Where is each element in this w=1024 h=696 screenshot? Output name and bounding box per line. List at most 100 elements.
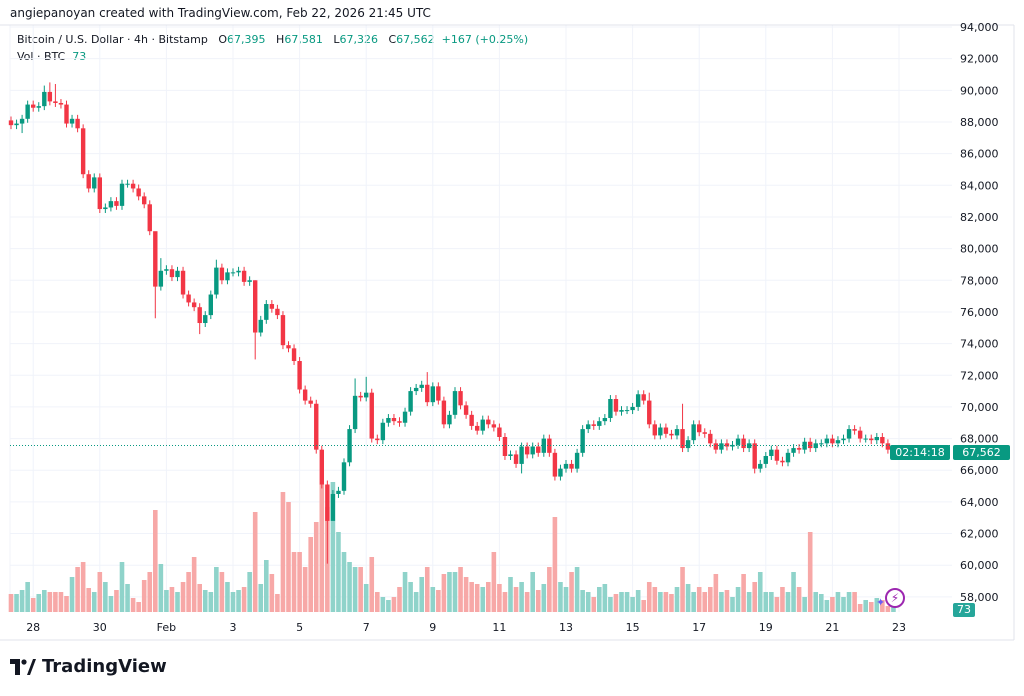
grid-lines — [9, 25, 952, 612]
last-volume-tag: 73 — [953, 603, 975, 617]
volume-bar — [757, 572, 763, 612]
volume-bar — [841, 597, 846, 612]
candle-body — [31, 104, 36, 108]
candle-body — [236, 270, 241, 273]
volume-bar — [347, 562, 352, 612]
candle-body — [591, 424, 596, 426]
candle-body — [669, 433, 674, 436]
volume-bar — [42, 590, 47, 612]
candle-body — [613, 399, 619, 412]
volume-bar — [424, 567, 430, 612]
volume-bar — [191, 557, 197, 612]
candle-body — [713, 443, 719, 450]
candle-body — [608, 399, 613, 419]
candle-body — [580, 429, 585, 453]
close-value: 67,562 — [396, 33, 435, 46]
volume-bar — [297, 552, 302, 612]
candle-body — [308, 400, 313, 404]
volume-bars — [8, 482, 896, 612]
candle-body — [219, 267, 225, 281]
candle-body — [574, 452, 580, 469]
high-label: H — [276, 33, 285, 46]
candle-body — [302, 389, 308, 401]
volume-bar — [75, 567, 80, 612]
axes: 94,000 92,000 90,000 88,000 86,000 84,000 82,0… — [0, 21, 1015, 641]
volume-label[interactable]: Vol · BTC — [17, 50, 66, 63]
candle-body — [808, 441, 813, 449]
volume-bar — [275, 594, 280, 612]
candle-body — [685, 440, 691, 449]
volume-bar — [519, 582, 524, 612]
attribution-text: angiepanoyan created with TradingView.co… — [10, 6, 431, 20]
candle-body — [125, 183, 130, 185]
y-tick-label: 74,000 — [960, 338, 999, 351]
volume-bar — [580, 590, 585, 612]
lightning-icon[interactable]: ⚡ — [885, 588, 905, 608]
volume-bar — [713, 574, 719, 612]
candle-body — [813, 443, 818, 449]
candle-body — [408, 391, 413, 412]
x-tick-label: 11 — [492, 621, 506, 634]
volume-bar — [30, 598, 36, 612]
volume-bar — [114, 590, 119, 612]
volume-bar — [197, 584, 202, 612]
candle-body — [25, 104, 30, 119]
volume-bar — [774, 597, 780, 612]
y-tick-label: 78,000 — [960, 274, 999, 287]
volume-bar — [474, 584, 480, 612]
volume-bar — [180, 582, 186, 612]
volume-bar — [752, 582, 757, 612]
volume-bar — [363, 584, 369, 612]
volume-bar — [635, 590, 641, 612]
volume-bar — [386, 600, 391, 612]
candle-body — [774, 449, 780, 461]
candle-body — [47, 91, 53, 102]
candle-body — [203, 315, 208, 324]
candle-body — [547, 438, 552, 453]
candle-body — [746, 443, 752, 449]
candle-body — [114, 201, 119, 206]
candle-body — [358, 395, 363, 398]
volume-bar — [552, 517, 558, 612]
volume-bar — [153, 510, 158, 612]
candle-body — [502, 436, 508, 456]
y-tick-label: 66,000 — [960, 464, 999, 477]
candle-body — [708, 433, 713, 444]
logo-text: TradingView — [42, 656, 167, 677]
volume-bar — [863, 600, 868, 612]
candle-body — [452, 391, 458, 415]
symbol-title[interactable]: Bitcoin / U.S. Dollar · 4h · Bitstamp — [17, 33, 208, 46]
x-tick-label: Feb — [157, 621, 176, 634]
tradingview-logo[interactable]: TradingView — [10, 656, 167, 677]
candle-body — [486, 419, 491, 425]
volume-bar — [186, 572, 191, 612]
volume-bar — [286, 502, 291, 612]
volume-bar — [463, 577, 469, 612]
volume-bar — [874, 598, 880, 612]
y-tick-label: 70,000 — [960, 401, 999, 414]
candle-body — [119, 183, 125, 206]
candle-body — [602, 418, 608, 422]
volume-bar — [375, 592, 380, 612]
candle-body — [663, 427, 669, 434]
candle-body — [835, 440, 841, 444]
candle-body — [425, 384, 430, 403]
volume-bar — [219, 572, 225, 612]
candle-body — [19, 118, 25, 124]
candle-body — [375, 438, 380, 441]
candle-body — [597, 421, 602, 426]
candle-body — [264, 304, 269, 320]
volume-bar — [358, 567, 363, 612]
change-value: +167 (+0.25%) — [441, 33, 529, 46]
volume-bar — [663, 592, 669, 612]
candle-body — [175, 270, 180, 278]
candle-body — [186, 294, 191, 303]
candle-body — [14, 123, 19, 126]
candle-body — [8, 120, 14, 126]
candle-body — [541, 438, 546, 453]
candle-body — [791, 448, 796, 453]
y-tick-label: 92,000 — [960, 53, 999, 66]
candle-body — [391, 418, 397, 422]
volume-bar — [574, 567, 580, 612]
